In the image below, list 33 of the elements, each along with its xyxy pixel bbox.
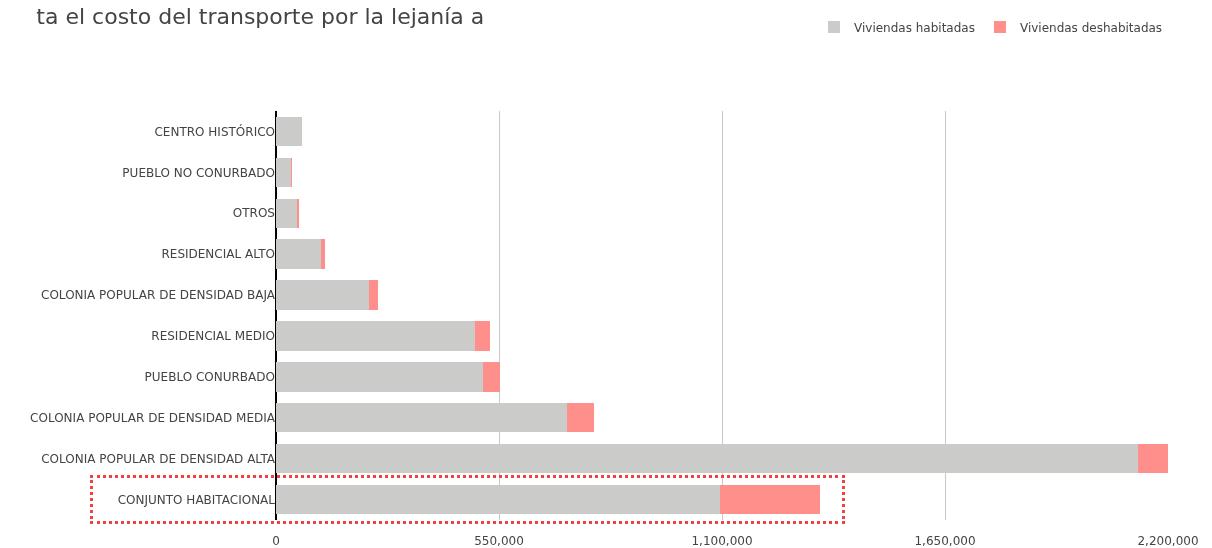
bar (719, 484, 821, 515)
y-tick-label: COLONIA POPULAR DE DENSIDAD MEDIA (30, 410, 276, 425)
chart-title: ta el costo del transporte por la lejanía a (36, 3, 485, 29)
bar (276, 239, 322, 269)
bar (276, 198, 298, 228)
y-tick-label: COLONIA POPULAR DE DENSIDAD ALTA (41, 451, 276, 466)
y-tick-label: RESIDENCIAL MEDIO (151, 329, 275, 344)
x-tick-label: 550,000 (474, 534, 524, 548)
x-tick-label: 1,650,000 (914, 534, 976, 548)
bar (276, 280, 369, 310)
bar (475, 321, 491, 351)
bar (276, 321, 476, 351)
y-tick-label: PUEBLO CONURBADO (144, 370, 275, 385)
bar (276, 157, 291, 188)
bar (368, 280, 378, 310)
bar (567, 403, 595, 433)
x-tick-label: 2,200,000 (1137, 534, 1199, 548)
x-tick-label: 1,100,000 (691, 534, 753, 548)
y-tick-label: COLONIA POPULAR DE DENSIDAD BAJA (41, 288, 276, 303)
y-tick-label: PUEBLO NO CONURBADO (122, 165, 275, 180)
bar (276, 362, 484, 392)
bar (276, 116, 302, 147)
y-tick-label: RESIDENCIAL ALTO (161, 247, 275, 262)
y-tick-label: CENTRO HISTÓRICO (154, 123, 275, 139)
bar (321, 239, 326, 269)
bar (483, 362, 501, 392)
x-tick-label: 0 (272, 534, 280, 548)
bar (1138, 443, 1168, 474)
bar (297, 198, 300, 228)
legend-label: Viviendas habitadas (854, 20, 975, 35)
y-tick-label: CONJUNTO HABITACIONAL (117, 492, 276, 507)
legend-label: Viviendas deshabitadas (1019, 20, 1163, 35)
y-tick-label: OTROS (232, 206, 275, 221)
